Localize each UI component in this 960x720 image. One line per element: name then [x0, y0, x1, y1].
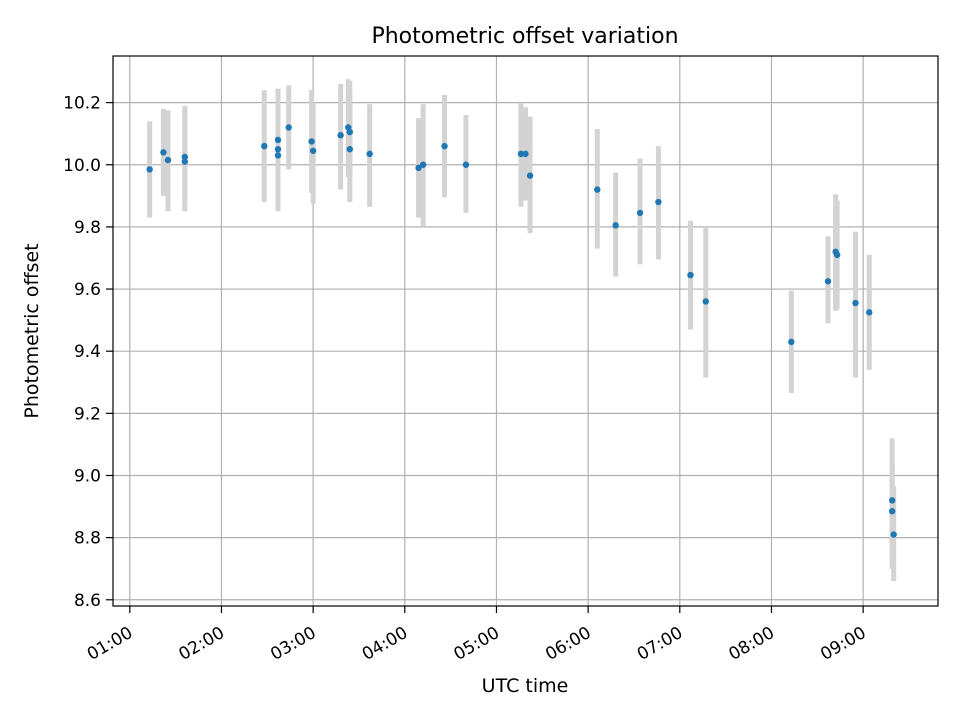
- data-point: [866, 309, 873, 316]
- data-point: [160, 149, 167, 156]
- data-point: [888, 508, 896, 515]
- data-point: [522, 150, 529, 158]
- data-point: [788, 338, 795, 346]
- data-point: [308, 138, 315, 145]
- data-point: [261, 142, 268, 150]
- y-tick-label: 9.2: [74, 404, 101, 424]
- data-point: [852, 299, 859, 307]
- data-point: [612, 222, 619, 229]
- data-point: [181, 158, 189, 165]
- y-tick-label: 8.8: [74, 529, 101, 549]
- data-point: [419, 161, 427, 168]
- data-point: [441, 142, 448, 150]
- y-tick-label: 9.0: [74, 466, 101, 486]
- y-axis-label: Photometric offset: [21, 243, 43, 418]
- plot-frame: [112, 55, 939, 607]
- data-point: [687, 271, 694, 279]
- data-point: [285, 124, 292, 131]
- chart-title: Photometric offset variation: [371, 24, 678, 49]
- data-point: [337, 132, 344, 139]
- data-point: [146, 166, 153, 173]
- y-tick-label: 10.0: [63, 156, 101, 176]
- data-point: [164, 156, 172, 164]
- x-axis-label: UTC time: [482, 675, 569, 697]
- y-axis-ticks: 8.6 8.8 9.0 9.2 9.4 9.6 9.8 10.0 10.2: [63, 94, 113, 611]
- y-tick-label: 8.6: [74, 591, 101, 611]
- data-point: [888, 497, 896, 504]
- data-point: [346, 128, 354, 136]
- data-point: [594, 186, 601, 193]
- y-tick-label: 9.4: [74, 342, 101, 362]
- data-point: [833, 251, 841, 259]
- data-point: [655, 198, 662, 206]
- data-point: [526, 172, 534, 179]
- data-point: [274, 146, 282, 153]
- data-point: [517, 150, 525, 158]
- data-point: [274, 136, 282, 144]
- data-point: [702, 298, 709, 305]
- data-point: [824, 278, 832, 285]
- data-point: [309, 147, 317, 154]
- y-tick-label: 10.2: [63, 94, 101, 114]
- data-point: [462, 161, 470, 168]
- data-point: [636, 209, 644, 217]
- data-point: [366, 150, 373, 158]
- y-tick-label: 9.8: [74, 218, 101, 238]
- data-point: [274, 152, 282, 159]
- data-points: [146, 124, 897, 538]
- data-point: [181, 153, 189, 161]
- data-point: [346, 146, 354, 153]
- data-point: [890, 531, 897, 538]
- data-point: [415, 164, 422, 172]
- y-tick-label: 9.6: [74, 280, 101, 300]
